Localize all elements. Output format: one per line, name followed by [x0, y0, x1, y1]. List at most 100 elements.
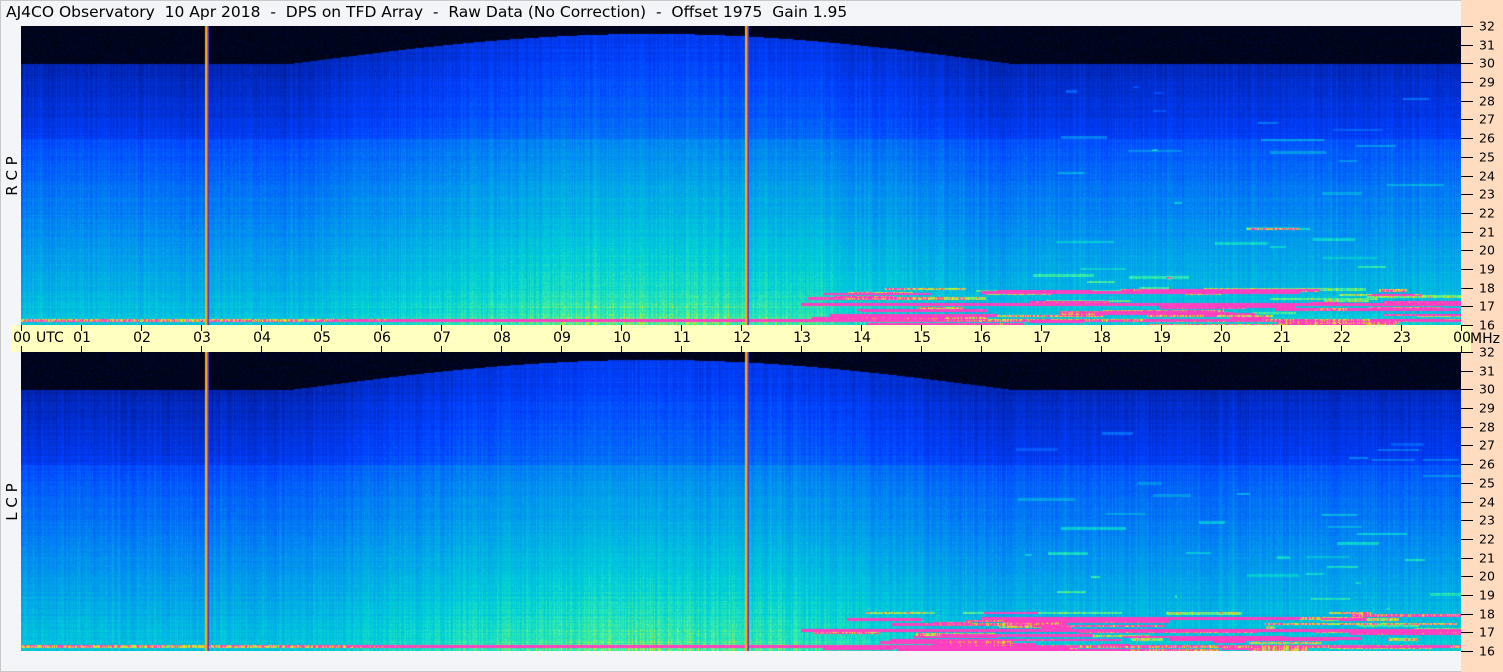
y-tick-label: 21 — [1479, 224, 1495, 240]
x-tick — [381, 325, 382, 331]
y-tick — [1461, 426, 1473, 428]
x-tick-label: 08 — [493, 330, 511, 346]
y-tick — [1461, 306, 1473, 308]
y-tick-label: 20 — [1479, 568, 1495, 584]
chart-title: AJ4CO Observatory 10 Apr 2018 - DPS on T… — [6, 3, 848, 21]
x-tick — [321, 346, 322, 352]
y-tick — [1461, 231, 1473, 233]
y-tick — [1461, 557, 1473, 559]
x-tick-label: 02 — [133, 330, 151, 346]
y-tick — [1461, 268, 1473, 270]
y-tick — [1461, 82, 1473, 84]
x-tick — [21, 346, 22, 352]
y-tick — [1461, 632, 1473, 634]
x-tick-label: 12 — [733, 330, 751, 346]
x-tick — [21, 325, 22, 331]
x-tick-label: 22 — [1333, 330, 1351, 346]
x-tick — [1101, 346, 1102, 352]
y-tick — [1461, 119, 1473, 121]
y-tick-label: 27 — [1479, 111, 1495, 127]
y-tick — [1461, 651, 1473, 652]
y-tick — [1461, 613, 1473, 615]
x-tick — [1461, 325, 1462, 331]
x-tick-label: 09 — [553, 330, 571, 346]
y-tick — [1461, 501, 1473, 503]
y-tick-label: 28 — [1479, 93, 1495, 109]
x-tick-label: 03 — [193, 330, 211, 346]
y-tick — [1461, 250, 1473, 252]
y-tick-label: 30 — [1479, 55, 1495, 71]
x-tick — [1341, 325, 1342, 331]
x-tick — [741, 325, 742, 331]
x-tick — [741, 346, 742, 352]
y-tick-label: 26 — [1479, 130, 1495, 146]
x-tick — [1221, 325, 1222, 331]
x-tick — [981, 346, 982, 352]
x-tick-label: 01 — [73, 330, 91, 346]
x-tick-label: 14 — [853, 330, 871, 346]
y-tick — [1461, 138, 1473, 140]
y-tick — [1461, 175, 1473, 177]
x-unit-label: UTC — [36, 330, 64, 346]
spectrogram-rcp — [21, 26, 1461, 325]
x-tick-label: 23 — [1393, 330, 1411, 346]
y-tick — [1461, 287, 1473, 289]
x-tick — [381, 346, 382, 352]
x-tick-label: 04 — [253, 330, 271, 346]
y-tick-label: 23 — [1479, 186, 1495, 202]
x-tick — [861, 346, 862, 352]
y-tick — [1461, 370, 1473, 372]
x-tick — [861, 325, 862, 331]
spectrogram-lcp — [21, 352, 1461, 651]
y-tick-label: 32 — [1479, 344, 1495, 360]
x-tick — [501, 325, 502, 331]
y-tick-label: 31 — [1479, 37, 1495, 53]
y-tick-label: 25 — [1479, 475, 1495, 491]
y-tick-label: 20 — [1479, 242, 1495, 258]
y-tick-label: 17 — [1479, 298, 1495, 314]
y-tick-label: 18 — [1479, 606, 1495, 622]
y-tick-label: 22 — [1479, 531, 1495, 547]
x-tick — [441, 325, 442, 331]
x-tick — [921, 325, 922, 331]
x-tick — [141, 325, 142, 331]
y-tick-label: 19 — [1479, 587, 1495, 603]
x-tick-label: 10 — [613, 330, 631, 346]
x-tick — [621, 325, 622, 331]
x-tick — [81, 325, 82, 331]
y-tick — [1461, 194, 1473, 196]
x-tick-label: 17 — [1033, 330, 1051, 346]
x-tick-label: 13 — [793, 330, 811, 346]
y-tick — [1461, 325, 1473, 326]
x-tick — [1161, 346, 1162, 352]
x-tick — [1341, 346, 1342, 352]
y-tick — [1461, 408, 1473, 410]
y-tick-label: 29 — [1479, 400, 1495, 416]
y-tick — [1461, 63, 1473, 65]
x-tick-label: 21 — [1273, 330, 1291, 346]
y-tick — [1461, 520, 1473, 522]
x-tick-label: 05 — [313, 330, 331, 346]
x-tick — [561, 325, 562, 331]
x-tick — [1041, 325, 1042, 331]
y-unit-label: MHz — [1470, 331, 1500, 347]
x-tick — [921, 346, 922, 352]
y-tick-label: 24 — [1479, 494, 1495, 509]
y-tick-label: 18 — [1479, 280, 1495, 296]
y-tick-label: 27 — [1479, 437, 1495, 453]
x-tick — [1401, 325, 1402, 331]
y-tick — [1461, 212, 1473, 214]
y-tick-label: 31 — [1479, 363, 1495, 379]
y-tick — [1461, 594, 1473, 596]
y-tick — [1461, 156, 1473, 158]
x-tick — [681, 346, 682, 352]
x-tick-label: 16 — [973, 330, 991, 346]
x-tick — [201, 346, 202, 352]
y-tick-label: 21 — [1479, 550, 1495, 566]
x-tick-label: 15 — [913, 330, 931, 346]
x-tick — [441, 346, 442, 352]
y-tick-label: 25 — [1479, 149, 1495, 165]
x-tick — [801, 346, 802, 352]
x-tick — [1161, 325, 1162, 331]
y-tick-label: 26 — [1479, 456, 1495, 472]
